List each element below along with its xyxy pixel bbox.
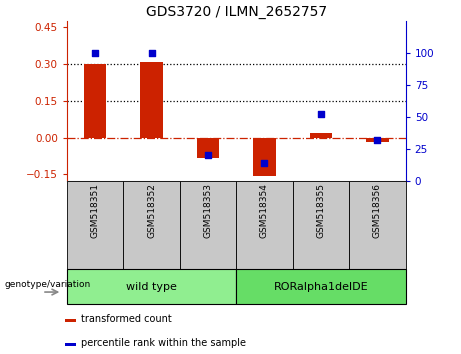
Text: GSM518352: GSM518352 [147,183,156,238]
Bar [140,62,163,138]
Text: wild type: wild type [126,282,177,292]
Bar [253,138,276,176]
Text: transformed count: transformed count [81,314,172,324]
Point [261,160,268,166]
Text: GSM518356: GSM518356 [373,183,382,238]
Point [91,50,99,56]
Text: GSM518351: GSM518351 [90,183,100,238]
Point [148,50,155,56]
Bar [349,181,406,269]
Text: GSM518355: GSM518355 [316,183,325,238]
Bar [65,343,76,346]
Title: GDS3720 / ILMN_2652757: GDS3720 / ILMN_2652757 [146,5,327,19]
Text: genotype/variation: genotype/variation [5,280,91,290]
Text: percentile rank within the sample: percentile rank within the sample [81,338,246,348]
Bar [67,269,236,304]
Text: GSM518353: GSM518353 [203,183,213,238]
Bar [197,138,219,159]
Bar [366,138,389,142]
Bar [180,181,236,269]
Bar [236,269,406,304]
Bar [236,181,293,269]
Bar [123,181,180,269]
Text: GSM518354: GSM518354 [260,183,269,238]
Bar [293,181,349,269]
Text: RORalpha1delDE: RORalpha1delDE [274,282,368,292]
Bar [67,181,123,269]
Bar [65,319,76,322]
Bar [310,133,332,138]
Point [374,137,381,143]
Bar [84,64,106,138]
Point [204,152,212,158]
Point [317,112,325,117]
